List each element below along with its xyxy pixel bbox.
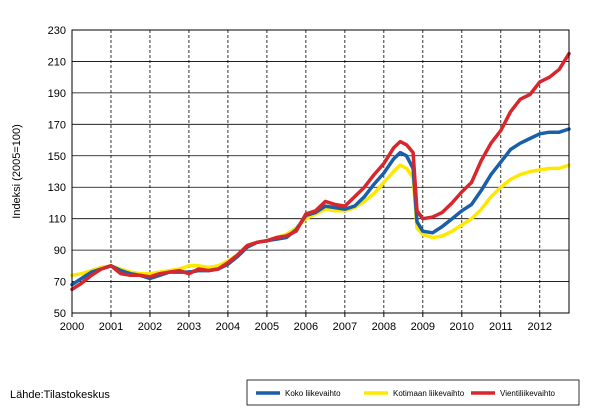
y-tick-label: 210 <box>48 56 66 68</box>
x-tick-label: 2001 <box>99 321 123 333</box>
plot-frame <box>71 29 570 314</box>
y-tick-labels: 50 70 90 110 130 150 170 190 210 230 <box>48 25 66 320</box>
series-line-2 <box>70 163 571 278</box>
x-tick-labels: 2000 2001 2002 2003 2004 2005 2006 2007 2008 2009… <box>60 313 552 333</box>
legend-label: Vientiliikevaihto <box>500 389 556 398</box>
x-tick-label: 2009 <box>411 321 435 333</box>
y-tick-label: 230 <box>48 25 66 37</box>
legend-label: Kotimaan liikevaihto <box>393 389 465 398</box>
x-tick-label: 2010 <box>450 321 474 333</box>
x-tick-label: 2000 <box>60 321 84 333</box>
y-tick-label: 150 <box>48 151 66 163</box>
x-tick-label: 2003 <box>177 321 201 333</box>
legend-box <box>246 379 580 406</box>
x-tick-label: 2002 <box>138 321 162 333</box>
y-tick-label: 70 <box>54 277 66 289</box>
source-label: Lähde:Tilastokeskus <box>10 389 110 401</box>
x-tick-label: 2007 <box>333 321 357 333</box>
legend: Koko liikevaihto Kotimaan liikevaihto Vien… <box>246 379 580 406</box>
grid-lines <box>72 30 569 313</box>
x-tick-label: 2004 <box>216 321 240 333</box>
x-tick-label: 2005 <box>255 321 279 333</box>
y-tick-label: 170 <box>48 119 66 131</box>
legend-label: Koko liikevaihto <box>285 389 341 398</box>
x-tick-label: 2006 <box>294 321 318 333</box>
y-tick-label: 190 <box>48 88 66 100</box>
y-axis-label: Indeksi (2005=100) <box>11 124 23 218</box>
y-tick-label: 50 <box>54 308 66 320</box>
series-lines <box>70 51 571 292</box>
y-tick-label: 110 <box>48 214 66 226</box>
x-tick-label: 2012 <box>528 321 552 333</box>
x-tick-label: 2011 <box>489 321 513 333</box>
y-tick-label: 90 <box>54 245 66 257</box>
y-tick-label: 130 <box>48 182 66 194</box>
series-line-3 <box>70 51 571 292</box>
x-tick-label: 2008 <box>372 321 396 333</box>
